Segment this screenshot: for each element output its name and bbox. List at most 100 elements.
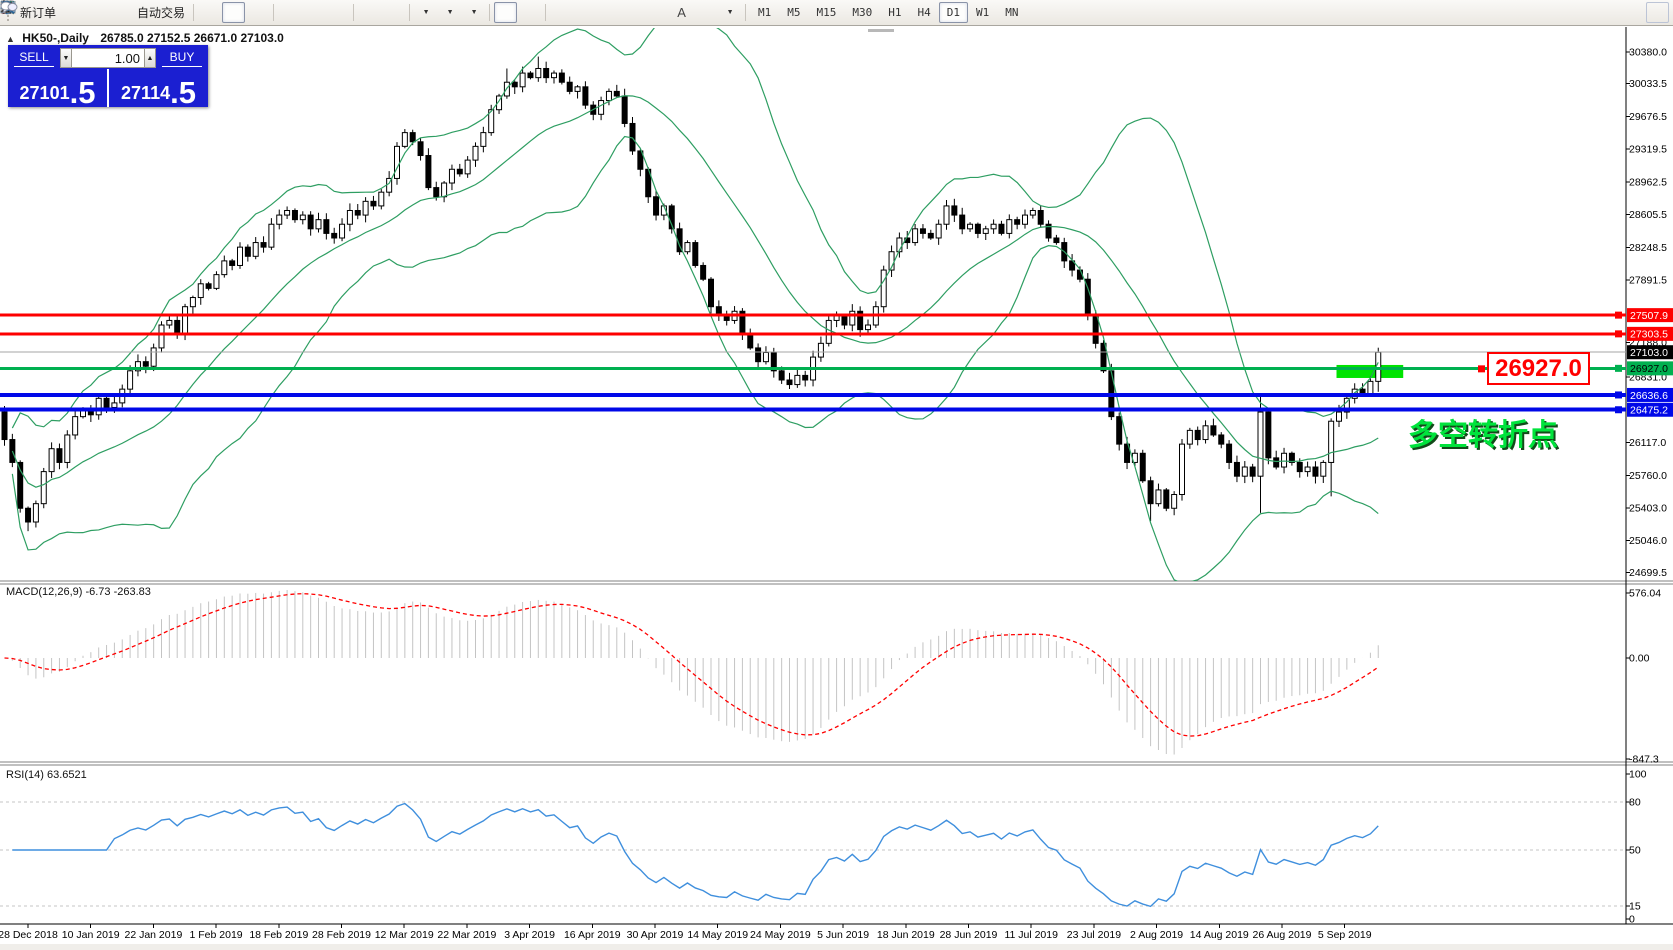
date-label: 22 Jan 2019 xyxy=(124,929,182,941)
volume-input[interactable] xyxy=(72,48,144,68)
date-label: 10 Jan 2019 xyxy=(62,929,120,941)
candlestick-chart-button[interactable] xyxy=(1,0,246,23)
periods-button[interactable]: ▼ xyxy=(0,0,461,23)
window-bottom-edge xyxy=(0,944,1673,950)
toolbar-separator xyxy=(273,4,275,21)
crosshair-button[interactable] xyxy=(1,1,541,23)
fibonacci-button[interactable]: F xyxy=(1,2,669,23)
market-watch-button[interactable] xyxy=(0,0,108,23)
axis-tick-label: 28605.5 xyxy=(1629,209,1667,221)
timeframe-M15[interactable]: M15 xyxy=(816,6,837,19)
cursor-button[interactable] xyxy=(3,1,518,23)
buy-button[interactable]: BUY xyxy=(156,50,208,67)
axis-tick-label: 29319.5 xyxy=(1629,144,1667,156)
line-anchor-handle[interactable] xyxy=(1615,406,1622,414)
chart-title: ▲ HK50-,Daily 26785.0 27152.5 26671.0 27… xyxy=(6,31,284,45)
sell-price[interactable]: 27101.5 xyxy=(8,69,107,110)
line-anchor-handle[interactable] xyxy=(1615,364,1622,372)
axis-price-box-label: 27507.9 xyxy=(1630,310,1668,322)
arrows-button[interactable]: ▼ xyxy=(2,2,741,23)
axis-tick-label: 30033.5 xyxy=(1629,78,1667,90)
chat-button[interactable] xyxy=(0,1,1669,23)
timeframe-H4[interactable]: H4 xyxy=(917,6,931,19)
axis-tick-label: 25046.0 xyxy=(1629,535,1667,547)
signals-button[interactable] xyxy=(1,2,132,23)
price-callout-box[interactable]: 26927.0 xyxy=(1487,352,1590,385)
volume-up-button[interactable]: ▲ xyxy=(144,48,156,68)
axis-tick-label: 24699.5 xyxy=(1629,567,1667,579)
dropdown-caret-icon: ▼ xyxy=(422,9,430,16)
date-label: 5 Sep 2019 xyxy=(1318,929,1372,941)
zoom-in-button[interactable] xyxy=(1,0,301,23)
date-label: 14 May 2019 xyxy=(687,929,748,941)
sell-price-pip: .5 xyxy=(69,75,96,110)
vertical-line-button[interactable] xyxy=(5,1,573,23)
trendline-button[interactable] xyxy=(1,1,621,23)
timeframe-W1[interactable]: W1 xyxy=(976,6,990,19)
text-button[interactable]: A xyxy=(677,5,686,20)
date-label: 28 Dec 2018 xyxy=(0,929,58,941)
axis-price-box-label: 27103.0 xyxy=(1630,347,1668,359)
axis-tick-label: 26117.0 xyxy=(1629,437,1666,449)
sell-price-main: 27101 xyxy=(19,83,70,103)
zoom-out-button[interactable] xyxy=(1,0,325,23)
timeframe-M5[interactable]: M5 xyxy=(787,6,801,19)
volume-down-button[interactable]: ▼ xyxy=(60,48,72,68)
new-order-button[interactable]: 新订单 xyxy=(1,0,60,23)
symbol-ohlc: 26785.0 27152.5 26671.0 27103.0 xyxy=(100,31,284,45)
channel-button[interactable]: E xyxy=(0,1,645,23)
new-chart-button[interactable]: ▼ xyxy=(0,1,437,23)
line-chart-button[interactable] xyxy=(0,1,269,23)
bollinger-upper-band xyxy=(11,28,1379,429)
timeframe-M30[interactable]: M30 xyxy=(852,6,873,19)
sell-button[interactable]: SELL xyxy=(8,50,60,67)
axis-price-box xyxy=(1627,308,1673,323)
text-label-button[interactable]: T xyxy=(0,0,717,23)
line-anchor-handle[interactable] xyxy=(1615,330,1622,338)
annotation-text[interactable]: 多空转折点 xyxy=(1408,419,1558,452)
date-label: 5 Jun 2019 xyxy=(817,929,869,941)
bar-chart-button[interactable] xyxy=(1,1,221,23)
search-button[interactable] xyxy=(1,0,1645,23)
timeframe-D1[interactable]: D1 xyxy=(938,2,969,23)
date-label: 24 May 2019 xyxy=(750,929,811,941)
toolbar-separator xyxy=(193,4,195,21)
chart-scrollbar-thumb[interactable] xyxy=(868,29,894,32)
timeframe-M1[interactable]: M1 xyxy=(758,6,772,19)
rsi-axis-label: 50 xyxy=(1629,845,1641,857)
dropdown-caret-icon: ▼ xyxy=(446,9,454,16)
toolbar-separator xyxy=(353,4,355,21)
axis-price-box-label: 27303.5 xyxy=(1630,329,1668,341)
autotrading-button[interactable]: 自动交易 xyxy=(0,2,189,23)
profiles-button[interactable] xyxy=(1,0,84,23)
axis-tick-label: 28962.5 xyxy=(1629,176,1667,188)
macd-axis-label: 576.04 xyxy=(1629,588,1661,600)
templates-button[interactable]: ▼ xyxy=(0,1,485,23)
date-label: 11 Jul 2019 xyxy=(1004,929,1058,941)
axis-tick-label: 30380.0 xyxy=(1629,47,1667,59)
rsi-indicator-label: RSI(14) 63.6521 xyxy=(6,769,87,781)
collapse-panel-icon[interactable]: ▲ xyxy=(6,34,15,44)
timeframe-MN[interactable]: MN xyxy=(1005,6,1019,19)
horizontal-line-button[interactable] xyxy=(1,2,597,23)
line-anchor-handle[interactable] xyxy=(1615,311,1622,319)
axis-tick-label: 25760.0 xyxy=(1629,470,1667,482)
one-click-trading-panel: SELL ▼ ▲ BUY 27101.5 27114.5 xyxy=(8,45,208,110)
date-label: 30 Apr 2019 xyxy=(627,929,684,941)
timeframe-H1[interactable]: H1 xyxy=(888,6,902,19)
date-label: 28 Jun 2019 xyxy=(940,929,998,941)
auto-scroll-button[interactable] xyxy=(1,2,381,23)
toolbar-separator xyxy=(409,4,411,21)
tile-windows-button[interactable] xyxy=(1,1,349,23)
macd-axis-label: 0.00 xyxy=(1629,653,1650,665)
rsi-axis-label: 0 xyxy=(1629,914,1635,926)
candles xyxy=(1,56,1382,532)
axis-price-box xyxy=(1627,345,1673,360)
toolbar-separator xyxy=(745,4,747,21)
callout-anchor-handle[interactable] xyxy=(1478,365,1485,373)
axis-tick-label: 25403.0 xyxy=(1629,502,1667,514)
line-anchor-handle[interactable] xyxy=(1615,391,1622,399)
chart-shift-button[interactable] xyxy=(2,2,405,23)
buy-price[interactable]: 27114.5 xyxy=(109,69,208,108)
